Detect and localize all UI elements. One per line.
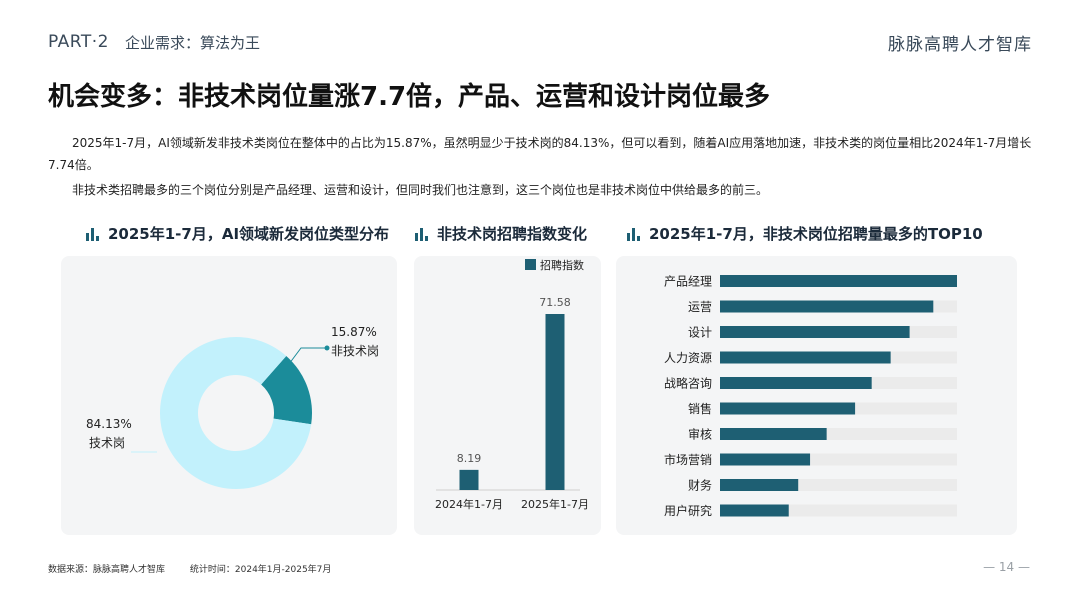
top10-bar-4 [720,377,872,389]
top10-category-label-4: 战略咨询 [664,376,712,391]
legend-swatch [525,259,536,270]
top10-category-label-5: 销售 [688,401,712,416]
top10-bar-2 [720,326,910,338]
top10-category-label-1: 运营 [688,300,712,314]
index-bar-0 [459,469,479,490]
legend-label: 招聘指数 [540,258,584,272]
top10-panel: 产品经理运营设计人力资源战略咨询销售审核市场营销财务用户研究 [616,256,1017,535]
paragraph-1: 2025年1-7月，AI领域新发非技术类岗位在整体中的占比为15.87%，虽然明… [48,136,1032,172]
tech-value-label: 84.13% [86,417,132,431]
top10-chart-title-text: 2025年1-7月，非技术岗位招聘量最多的TOP10 [649,225,983,243]
section-subtitle: 企业需求：算法为王 [124,33,260,52]
index-value-label-0: 8.19 [457,452,482,465]
bar-chart-icon [627,227,641,241]
index-category-label-1: 2025年1-7月 [521,497,589,511]
donut-panel: 15.87% 非技术岗 84.13% 技术岗 [61,256,397,535]
bar-chart-icon [415,227,429,241]
index-bar-1 [545,314,565,490]
top10-bar-3 [720,351,891,364]
top10-chart-title: 2025年1-7月，非技术岗位招聘量最多的TOP10 [627,223,983,244]
header: PART·2 企业需求：算法为王 脉脉高聘人才智库 [48,30,1032,55]
donut-chart-title-text: 2025年1-7月，AI领域新发岗位类型分布 [108,225,390,243]
part-label: PART·2 [48,32,109,52]
top10-bar-1 [720,300,934,313]
donut-slice-0 [261,355,312,425]
top10-category-label-3: 人力资源 [664,351,712,365]
index-panel: 招聘指数 8.19 2024年1-7月 71.58 2025年1-7月 [414,256,601,535]
top10-bar-7 [720,453,811,466]
top10-bar-0 [720,275,957,287]
brand-name: 脉脉高聘人才智库 [888,34,1032,55]
bar-chart-title-text: 非技术岗招聘指数变化 [437,225,588,243]
donut-chart-title: 2025年1-7月，AI领域新发岗位类型分布 [86,223,389,244]
nontech-value-label: 15.87% [331,325,377,339]
top10-bar-9 [720,504,789,517]
bar-chart-icon [86,227,100,241]
index-category-label-0: 2024年1-7月 [435,497,503,511]
top10-bar-6 [720,428,827,440]
donut-slice-1 [160,337,312,489]
top10-category-label-9: 用户研究 [664,503,712,518]
bar-chart-title: 非技术岗招聘指数变化 [415,223,587,244]
index-value-label-1: 71.58 [539,296,571,309]
donut-chart: 15.87% 非技术岗 84.13% 技术岗 [86,325,379,489]
page-number: — 14 — [983,560,1030,574]
top10-category-label-8: 财务 [688,478,712,493]
tech-name-label: 技术岗 [89,436,125,450]
data-source: 数据来源：脉脉高聘人才智库 [48,565,166,575]
footer: 数据来源：脉脉高聘人才智库 统计时间：2024年1月-2025年7月 [48,562,353,575]
top10-category-label-2: 设计 [688,326,712,340]
top10-bar-8 [720,479,799,491]
top10-category-label-6: 审核 [688,427,712,442]
top10-bar-5 [720,402,856,415]
paragraph-2: 非技术类招聘最多的三个岗位分别是产品经理、运营和设计，但同时我们也注意到，这三个… [72,183,769,197]
top10-category-label-0: 产品经理 [664,275,712,289]
nontech-leader-line [288,347,327,365]
page-title: 机会变多：非技术岗位量涨7.7倍，产品、运营和设计岗位最多 [48,82,771,112]
top10-category-label-7: 市场营销 [664,452,712,467]
nontech-name-label: 非技术岗 [331,344,379,358]
stat-period: 统计时间：2024年1月-2025年7月 [189,565,332,575]
index-bar-chart: 招聘指数 8.19 2024年1-7月 71.58 2025年1-7月 [435,258,589,511]
